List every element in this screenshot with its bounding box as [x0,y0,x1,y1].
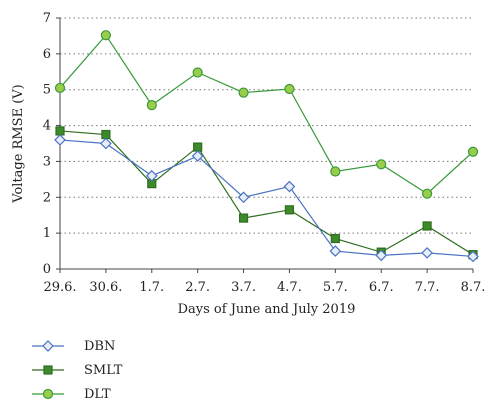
x-axis-title: Days of June and July 2019 [178,302,356,317]
data-point-dbn [145,169,158,182]
series-line-dlt [59,34,474,195]
y-tick-label: 2 [43,190,51,205]
legend-label-dlt: DLT [84,387,111,402]
data-point-dlt [422,188,433,199]
data-point-dlt [467,146,479,157]
data-point-dlt [284,83,295,95]
data-point-dbn [191,150,204,162]
legend-item-dbn: DBN [32,339,115,354]
data-point-dbn [375,249,388,262]
axes [59,18,473,270]
series-dlt [54,30,479,199]
x-tick-label: 4.7. [277,280,302,295]
legend-marker-smlt [43,365,53,375]
data-point-smlt [422,221,432,231]
data-point-dlt [100,30,111,41]
legend-marker-dbn [42,340,54,352]
gridlines [60,17,473,234]
y-tick-label: 0 [43,262,51,277]
legend-item-smlt: SMLT [32,363,123,378]
data-point-smlt [55,126,65,136]
series-layer [54,30,479,263]
y-tick-label: 7 [43,11,51,26]
data-point-smlt [284,205,295,215]
y-tick-label: 4 [43,119,51,134]
y-tick-label: 1 [43,226,51,241]
data-point-dlt [376,159,387,170]
series-line-dbn [59,139,474,258]
data-point-dbn [237,191,250,204]
series-line-smlt [59,130,474,256]
data-point-smlt [101,129,111,140]
data-point-dbn [421,247,433,259]
series-smlt [55,126,478,260]
data-point-dbn [100,137,112,150]
y-tick-labels: 0 1 2 3 4 5 6 7 [43,11,60,277]
y-axis-title: Voltage RMSE (V) [11,84,26,203]
y-tick-label: 6 [43,47,51,62]
legend-label-dbn: DBN [84,339,115,354]
data-point-smlt [193,142,203,152]
x-tick-labels: 29.6. 30.6. 1.7. 2.7. 3.7. 4.7. 5.7. 6.7. 7.7. 8.… [43,269,485,295]
legend-marker-dlt [42,388,54,400]
x-tick-label: 5.7. [323,280,348,295]
data-point-dlt [330,166,341,177]
y-tick-label: 5 [43,83,51,98]
series-dbn [54,134,479,263]
legend-item-dlt: DLT [32,387,111,402]
data-point-dlt [238,87,249,98]
x-tick-label: 6.7. [369,280,394,295]
legend-label-smlt: SMLT [84,363,123,378]
data-point-dbn [467,250,479,263]
data-point-dbn [329,245,342,257]
x-tick-label: 8.7. [461,280,486,295]
legend: DBN SMLT DLT [32,339,123,402]
data-point-smlt [330,233,340,244]
y-tick-label: 3 [43,154,51,169]
data-point-dlt [192,67,203,78]
x-tick-label: 3.7. [231,280,256,295]
data-point-smlt [238,213,249,223]
x-tick-label: 1.7. [139,280,164,295]
data-point-dbn [283,180,296,193]
x-tick-label: 2.7. [185,280,210,295]
x-tick-label: 7.7. [415,280,440,295]
data-point-dlt [54,82,66,94]
x-tick-label: 29.6. [43,280,76,295]
x-tick-label: 30.6. [89,280,122,295]
data-point-dbn [54,134,66,146]
data-point-dlt [146,100,157,111]
